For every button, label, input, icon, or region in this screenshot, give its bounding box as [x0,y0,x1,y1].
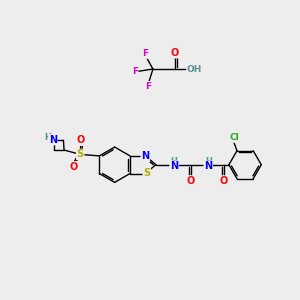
Text: N: N [49,135,57,145]
Text: H: H [171,157,178,166]
Text: H: H [205,157,212,166]
Text: S: S [143,168,150,178]
Text: N: N [141,152,149,161]
Text: F: F [132,67,138,76]
Text: OH: OH [187,64,202,74]
Text: O: O [69,162,78,172]
Text: Cl: Cl [229,133,239,142]
Text: O: O [171,48,179,58]
Text: N: N [204,161,212,171]
Text: S: S [77,149,84,159]
Text: F: F [146,82,152,91]
Text: O: O [77,135,85,145]
Text: H: H [44,134,51,142]
Text: N: N [170,161,178,171]
Text: O: O [220,176,228,186]
Text: O: O [187,176,195,186]
Text: F: F [142,49,148,58]
